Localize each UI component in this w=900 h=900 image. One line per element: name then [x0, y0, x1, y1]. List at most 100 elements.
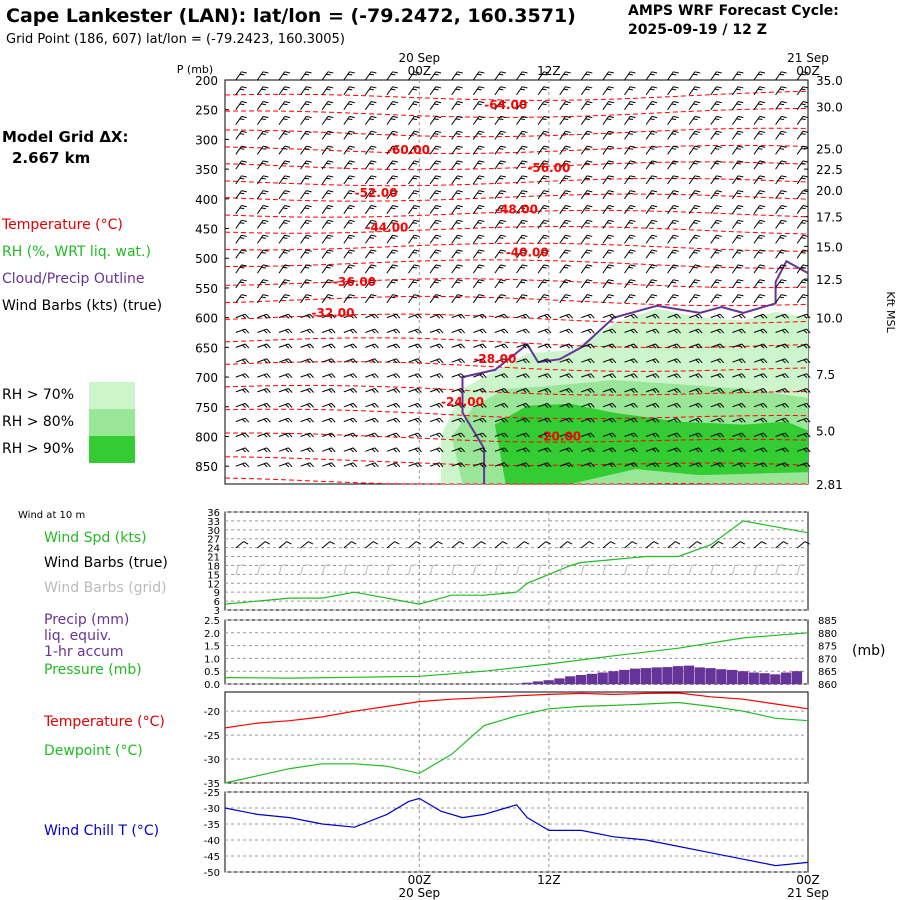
- legend-rh: RH (%, WRT liq. wat.): [2, 244, 151, 260]
- wind-barb: [667, 101, 679, 110]
- surface-wind-barb-grid: [516, 564, 525, 576]
- wind-barb: [300, 86, 312, 96]
- pressure-tick: 300: [195, 133, 218, 147]
- wind-barb: [580, 115, 593, 125]
- surface-wind-barb-grid: [580, 564, 590, 576]
- wind-barb: [775, 130, 787, 140]
- wind-barb: [537, 294, 550, 304]
- surface-wind-barb-true: [429, 541, 443, 549]
- surface-wind-barb-grid: [386, 564, 395, 576]
- wind-barb: [797, 373, 811, 379]
- surface-wind-barb-grid: [235, 564, 244, 576]
- wind-barb: [235, 175, 247, 185]
- model-grid-title: Model Grid ΔX:: [2, 128, 129, 146]
- surface-wind-barb-true: [300, 541, 314, 549]
- wind-barb: [300, 219, 312, 229]
- wind-barb: [602, 328, 617, 334]
- wind-barb: [451, 447, 466, 453]
- wind-barb: [256, 175, 269, 185]
- wind-barb: [300, 388, 314, 393]
- wind-barb: [473, 402, 487, 408]
- pressure-tick: 400: [195, 193, 218, 207]
- wind-barb: [386, 432, 401, 438]
- surface-wind-barb-grid: [775, 564, 784, 576]
- wind-barb: [343, 101, 355, 110]
- wind-barb: [429, 373, 444, 379]
- wind-barb: [710, 234, 722, 244]
- wind-barb: [559, 343, 574, 349]
- wind-barb: [775, 190, 787, 200]
- temperature-label: -36.00: [333, 275, 376, 289]
- legend-rh90-label: RH > 90%: [2, 441, 75, 457]
- wind-barb: [364, 115, 377, 125]
- wind-panel-frame: [224, 511, 809, 611]
- wind-barb: [559, 249, 571, 259]
- surface-wind-barb-true: [257, 541, 271, 549]
- wind-barb: [753, 388, 768, 393]
- wind-barb: [365, 417, 379, 423]
- isotherm: [224, 408, 809, 420]
- wind-barb: [624, 294, 636, 304]
- wind-barb: [732, 328, 746, 334]
- wind-barb: [537, 264, 550, 274]
- wind-barb: [408, 190, 420, 200]
- surface-wind-barb-grid: [731, 564, 741, 576]
- wind-barb: [645, 313, 660, 319]
- bottom-tick-00z-end: 00Z: [796, 873, 820, 887]
- wind-barb: [300, 190, 312, 200]
- wind-barb: [386, 264, 398, 274]
- wind-barb: [473, 343, 487, 349]
- wind-barb: [537, 205, 550, 214]
- forecast-cycle-value: 2025-09-19 / 12 Z: [628, 22, 767, 38]
- wind-speed-tick: 33: [207, 517, 220, 528]
- surface-wind-barb-true: [408, 541, 422, 549]
- wind-barb: [667, 86, 679, 96]
- wind-barb: [365, 388, 379, 393]
- wind-barb: [278, 264, 291, 274]
- wind-barb: [386, 175, 398, 185]
- wind-barb: [278, 249, 291, 259]
- wind-barb: [429, 462, 444, 468]
- wind-barb: [580, 160, 593, 170]
- wind-barb: [645, 417, 660, 423]
- wind-barb: [667, 71, 679, 81]
- wind-barb: [516, 115, 528, 125]
- wind-barb: [494, 205, 506, 214]
- wind-barb: [256, 160, 269, 170]
- wind-barb: [667, 130, 679, 140]
- wind-barb: [797, 328, 811, 334]
- wind-barb: [322, 447, 336, 453]
- wind-speed-line: [224, 520, 809, 605]
- wind-barb: [343, 264, 355, 274]
- wind-barb: [775, 249, 787, 259]
- wind-barb: [710, 219, 722, 229]
- wind-barb: [559, 234, 571, 244]
- wind-speed-tick: 30: [207, 526, 220, 537]
- surface-wind-barb-true: [343, 541, 357, 549]
- wind-barb: [365, 373, 379, 379]
- wind-barb: [494, 358, 509, 364]
- height-tick: 17.5: [816, 211, 843, 225]
- pressure-tick: 865: [818, 667, 837, 678]
- wind-barb: [580, 279, 593, 289]
- wind-barb: [688, 219, 701, 229]
- wind-barb: [386, 313, 401, 319]
- wind-barb: [645, 388, 660, 393]
- wind-barb: [386, 130, 398, 140]
- wind-barb: [235, 86, 247, 96]
- wind-barb: [386, 86, 398, 96]
- precip-bar: [543, 680, 554, 684]
- wind-barb: [775, 101, 787, 110]
- wind-barb: [473, 417, 487, 423]
- pressure-tick: 250: [195, 104, 218, 118]
- wind-barb: [235, 249, 247, 259]
- temperature-label: -20.00: [538, 429, 581, 443]
- isotherm: [224, 337, 809, 349]
- wind-barb: [278, 101, 291, 110]
- wind-barb: [753, 264, 766, 274]
- wind-barb: [235, 115, 247, 125]
- wind-barb: [451, 358, 466, 364]
- pressure-unit-label: (mb): [852, 643, 886, 659]
- wind-barb: [624, 249, 636, 259]
- wind-barb: [624, 71, 636, 81]
